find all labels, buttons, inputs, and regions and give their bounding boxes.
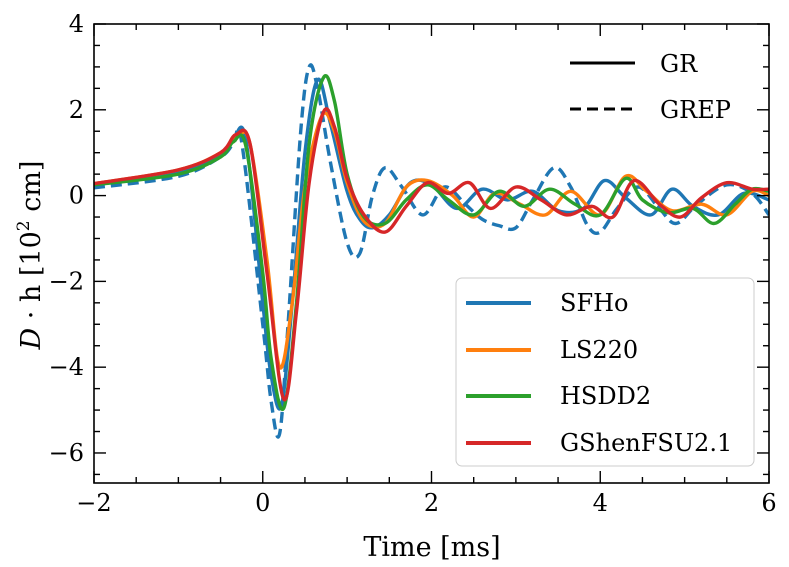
series-hsdd2-gr <box>94 74 769 412</box>
color-legend-label-hsdd2: HSDD2 <box>560 382 651 410</box>
style-legend-label-gr: GR <box>660 50 698 78</box>
series-layer <box>94 63 769 439</box>
y-tick-label: 0 <box>69 182 84 210</box>
x-tick-label: −2 <box>76 489 111 517</box>
y-tick-label: −2 <box>49 267 84 295</box>
x-axis-label: Time [ms] <box>363 532 500 563</box>
style-legend-label-grep: GREP <box>660 96 731 124</box>
series-sfho-gr <box>94 77 769 411</box>
x-tick-label: 2 <box>424 489 439 517</box>
x-tick-label: 4 <box>593 489 608 517</box>
y-axis-label-exponent: 2 <box>14 220 34 231</box>
style-legend: GR GREP <box>570 50 731 124</box>
x-tick-label: 0 <box>255 489 270 517</box>
y-axis-label: D · h [102 cm] <box>14 161 47 351</box>
color-legend: SFHo LS220 HSDD2 GShenFSU2.1 <box>455 277 755 467</box>
color-legend-label-ls220: LS220 <box>560 336 638 364</box>
y-tick-label: −4 <box>49 353 84 381</box>
axes-layer: −2 0 2 4 6 −6 −4 −2 0 2 4 <box>49 10 777 517</box>
series-sfho-grep <box>94 63 769 439</box>
x-tick-label: 6 <box>761 489 776 517</box>
y-tick-label: 2 <box>69 96 84 124</box>
color-legend-frame <box>455 277 755 467</box>
color-legend-label-sfho: SFHo <box>560 289 628 317</box>
y-axis-label-suffix: cm] <box>16 161 47 221</box>
y-axis-label-prefix: · h [10 <box>16 231 47 328</box>
y-tick-label: −6 <box>49 439 84 467</box>
series-gshenfsu2-1-gr <box>94 107 769 402</box>
y-tick-label: 4 <box>69 10 84 38</box>
color-legend-label-gshenfsu: GShenFSU2.1 <box>560 429 732 457</box>
